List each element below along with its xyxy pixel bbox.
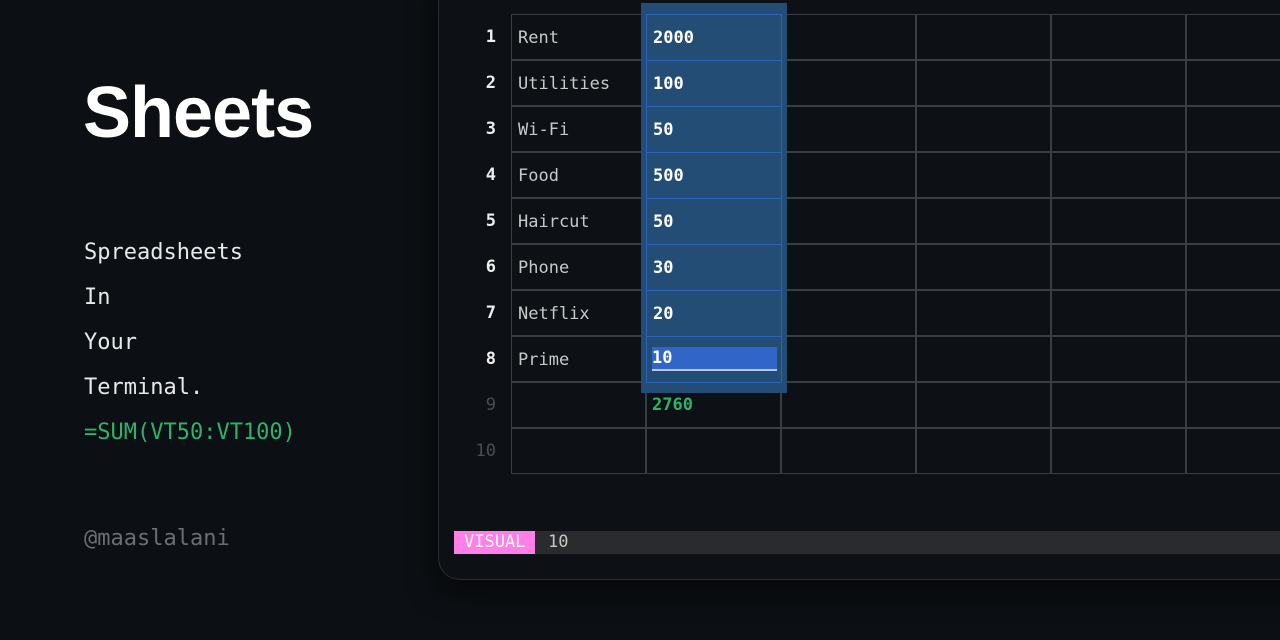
selected-cell[interactable]: 2000 (646, 14, 782, 61)
cell[interactable]: Haircut (511, 198, 646, 244)
row-number[interactable]: 8 (485, 349, 496, 369)
cell[interactable] (781, 152, 916, 198)
selected-cell[interactable]: 30 (646, 244, 782, 291)
cell[interactable] (1051, 106, 1186, 152)
cell[interactable] (1186, 106, 1280, 152)
cell[interactable]: Phone (511, 244, 646, 290)
status-bar: VISUAL 10 (454, 531, 1280, 554)
selected-cell[interactable]: 50 (646, 106, 782, 153)
cell[interactable] (1186, 244, 1280, 290)
active-cell-editor[interactable]: 10 (652, 347, 777, 371)
cell[interactable] (781, 428, 916, 474)
cell[interactable]: Rent (511, 14, 646, 60)
cell[interactable] (916, 152, 1051, 198)
selected-cell[interactable]: 20 (646, 290, 782, 337)
cell[interactable] (916, 198, 1051, 244)
mode-indicator: VISUAL (454, 531, 536, 554)
cell[interactable] (916, 244, 1051, 290)
row-number[interactable]: 5 (485, 211, 496, 231)
cell[interactable] (1051, 428, 1186, 474)
selected-cell[interactable]: 500 (646, 152, 782, 199)
row-number[interactable]: 4 (485, 165, 496, 185)
row-number[interactable]: 7 (485, 303, 496, 323)
cell[interactable] (916, 336, 1051, 382)
cell[interactable] (1051, 290, 1186, 336)
cell[interactable] (781, 290, 916, 336)
cell[interactable]: Wi-Fi (511, 106, 646, 152)
row-number[interactable]: 6 (485, 257, 496, 277)
cell[interactable] (511, 428, 646, 474)
cell[interactable] (916, 60, 1051, 106)
row-number[interactable]: 2 (485, 73, 496, 93)
cell[interactable] (511, 382, 646, 428)
cell[interactable] (1186, 290, 1280, 336)
cell[interactable] (1186, 198, 1280, 244)
cell[interactable] (1186, 428, 1280, 474)
cell[interactable]: Netflix (511, 290, 646, 336)
tagline: Terminal. (84, 375, 204, 400)
cell[interactable] (1051, 152, 1186, 198)
cell[interactable] (781, 198, 916, 244)
tagline: Your (84, 330, 137, 355)
row-number[interactable]: 3 (485, 119, 496, 139)
cell[interactable] (1051, 60, 1186, 106)
cell[interactable] (916, 106, 1051, 152)
author-handle: @maaslalani (84, 526, 230, 551)
tagline: In (84, 285, 111, 310)
cell[interactable] (916, 14, 1051, 60)
row-number[interactable]: 9 (485, 395, 496, 415)
cell[interactable] (1051, 382, 1186, 428)
cell[interactable] (781, 14, 916, 60)
cell[interactable] (781, 244, 916, 290)
cell[interactable]: Prime (511, 336, 646, 382)
cell[interactable] (916, 428, 1051, 474)
cell[interactable] (1051, 244, 1186, 290)
cell[interactable] (1186, 382, 1280, 428)
cell[interactable] (646, 428, 781, 474)
cell[interactable] (781, 382, 916, 428)
cell[interactable] (1186, 152, 1280, 198)
cell[interactable] (1051, 336, 1186, 382)
cell[interactable]: Food (511, 152, 646, 198)
selected-cell[interactable]: 100 (646, 60, 782, 107)
selected-cell[interactable]: 50 (646, 198, 782, 245)
cell[interactable]: Utilities (511, 60, 646, 106)
cell[interactable] (1051, 198, 1186, 244)
formula-text: =SUM(VT50:VT100) (84, 420, 296, 445)
status-value: 10 (548, 532, 569, 552)
app-title: Sheets (83, 73, 314, 153)
selected-cell[interactable] (646, 336, 782, 383)
cell[interactable] (916, 382, 1051, 428)
cell[interactable] (781, 336, 916, 382)
cell[interactable] (916, 290, 1051, 336)
cell[interactable] (1186, 336, 1280, 382)
cell[interactable] (1186, 14, 1280, 60)
row-number[interactable]: 1 (485, 27, 496, 47)
sum-cell[interactable]: 2760 (652, 395, 693, 415)
cell[interactable] (1051, 14, 1186, 60)
row-number[interactable]: 10 (475, 441, 496, 461)
tagline: Spreadsheets (84, 240, 243, 265)
cell[interactable] (1186, 60, 1280, 106)
cell[interactable] (781, 106, 916, 152)
cell[interactable] (781, 60, 916, 106)
